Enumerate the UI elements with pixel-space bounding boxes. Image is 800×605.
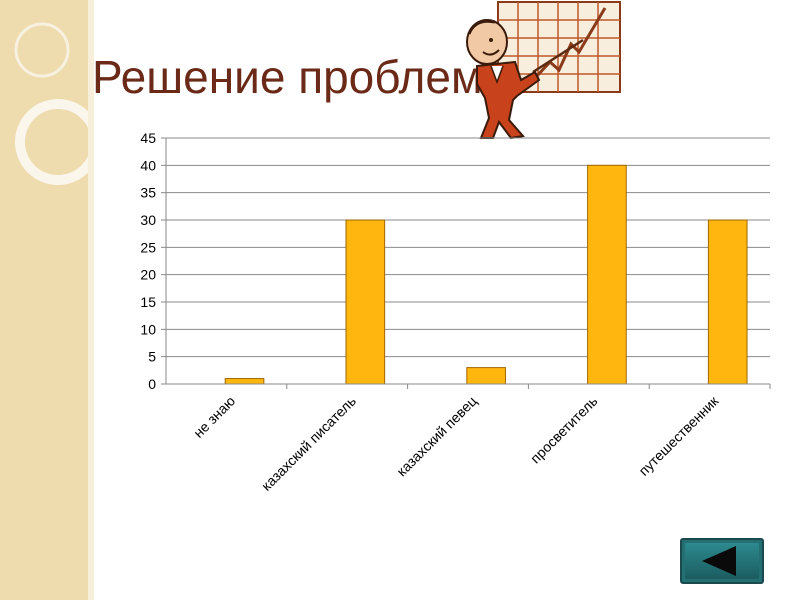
bar	[707, 219, 748, 385]
x-tick-label: казахский певец	[393, 393, 479, 479]
presenter-with-growth-chart-icon	[466, 1, 621, 140]
y-tick-label: 0	[148, 376, 156, 392]
back-arrow-icon	[702, 546, 736, 576]
y-tick-label: 15	[140, 294, 156, 310]
bar	[224, 378, 265, 385]
y-tick-label: 45	[140, 130, 156, 146]
bar	[466, 367, 506, 385]
y-tick-label: 25	[140, 239, 156, 255]
x-tick-label: путешественник	[635, 392, 722, 479]
y-tick-label: 35	[140, 185, 156, 201]
chart-bars	[224, 164, 748, 385]
decorative-sidebar	[0, 0, 101, 600]
x-tick-label: не знаю	[190, 393, 238, 441]
y-tick-label: 5	[148, 349, 156, 365]
y-tick-label: 30	[140, 212, 156, 228]
sidebar-edge	[88, 0, 94, 600]
back-button[interactable]	[680, 538, 764, 584]
bar	[345, 219, 386, 385]
y-tick-label: 20	[140, 267, 156, 283]
chart-gridlines	[166, 137, 770, 385]
y-tick-label: 10	[140, 321, 156, 337]
x-tick-label: казахский писатель	[258, 393, 359, 494]
chart-x-axis: не знаю казахский писатель казахский певец…	[166, 383, 771, 494]
slide-title: Решение проблем	[92, 51, 483, 103]
chart-y-axis: 0 5 10 15 20 25 30 35 40 45	[140, 130, 167, 392]
x-tick-label: просветитель	[527, 393, 601, 467]
bar	[587, 164, 627, 385]
y-tick-label: 40	[140, 157, 156, 173]
